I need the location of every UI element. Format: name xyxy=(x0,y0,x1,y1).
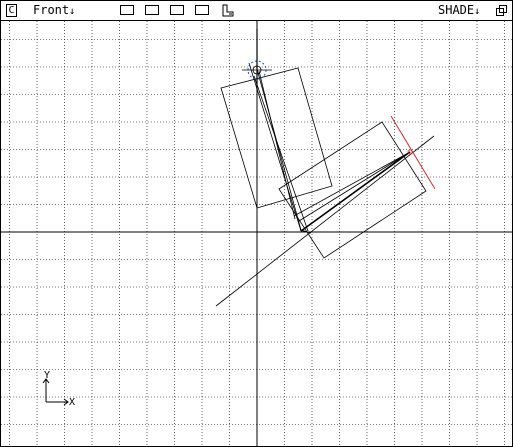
object-rectangle-lower[interactable] xyxy=(278,121,427,259)
maximize-icon[interactable] xyxy=(495,4,508,17)
axis-gizmo: Y X xyxy=(42,370,75,408)
layout-three-button[interactable] xyxy=(170,5,184,15)
shade-menu-label: SHADE xyxy=(438,3,475,17)
shade-menu[interactable]: SHADE↓ xyxy=(438,3,480,17)
view-menu-label: Front xyxy=(33,3,70,17)
selected-lamp-line[interactable] xyxy=(390,115,436,190)
window-type-button[interactable]: C xyxy=(6,4,17,17)
layout-single-button[interactable] xyxy=(120,5,134,15)
viewport-header: C Front↓ SHADE↓ xyxy=(1,1,512,21)
3d-viewport[interactable]: Y X xyxy=(1,21,512,446)
empty-object[interactable] xyxy=(242,29,272,90)
camera-lines[interactable] xyxy=(215,62,435,307)
layout-two-button[interactable] xyxy=(145,5,159,15)
view-menu[interactable]: Front↓ xyxy=(33,3,75,17)
chevron-down-icon: ↓ xyxy=(474,6,481,17)
layout-four-button[interactable] xyxy=(195,5,209,15)
object-rectangle-upper[interactable] xyxy=(220,67,333,209)
lock-layer-icon[interactable] xyxy=(221,4,235,18)
chevron-down-icon: ↓ xyxy=(69,6,76,17)
axis-y-label: Y xyxy=(44,370,50,381)
axis-x-label: X xyxy=(69,397,75,408)
